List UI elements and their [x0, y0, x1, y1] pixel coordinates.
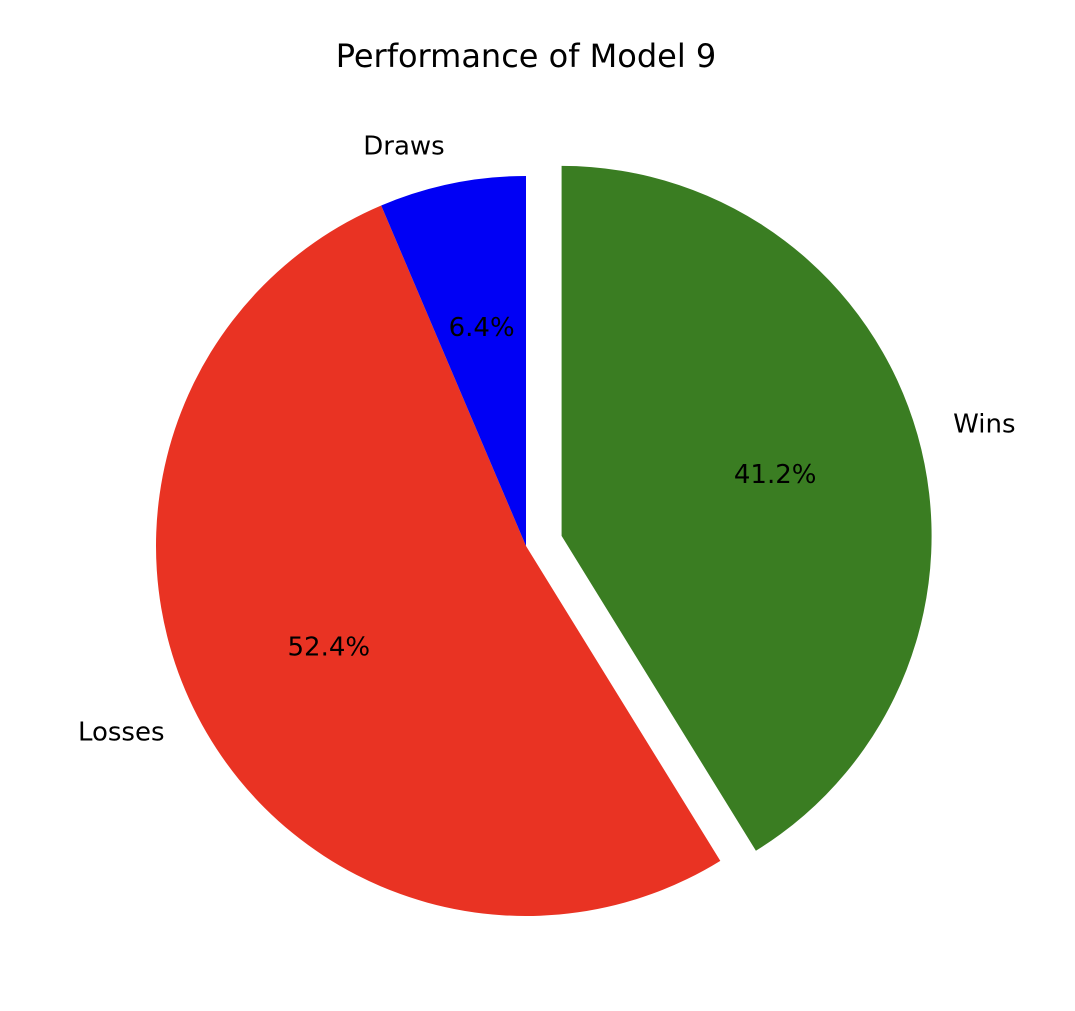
slice-pct-wins: 41.2%	[734, 460, 817, 490]
chart-title: Performance of Model 9	[336, 37, 717, 75]
slices-layer	[156, 165, 932, 916]
pie-slice-wins	[561, 165, 932, 851]
pie-slice-draws	[381, 176, 526, 546]
slice-pct-draws: 6.4%	[449, 313, 515, 343]
slice-pct-losses: 52.4%	[288, 633, 371, 663]
pie-slice-losses	[156, 205, 721, 916]
slice-label-wins: Wins	[953, 409, 1015, 439]
slice-label-losses: Losses	[78, 718, 165, 748]
slice-label-draws: Draws	[363, 132, 444, 162]
labels-layer: Wins 41.2% Losses 52.4% Draws 6.4%	[78, 132, 1016, 748]
